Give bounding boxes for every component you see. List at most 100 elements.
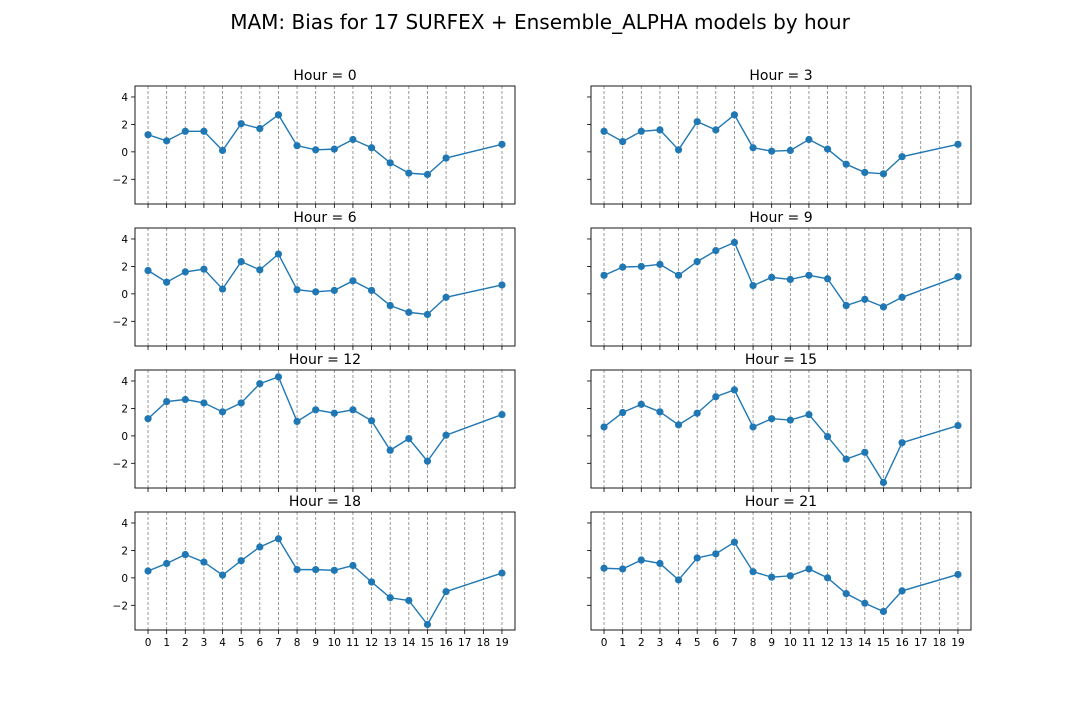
panel-2-point — [786, 146, 794, 155]
panel-4-point — [749, 282, 757, 290]
panel-4-axes-frame — [590, 227, 972, 347]
panel-7-xtick-label: 8 — [294, 637, 301, 649]
panel-7-xtick-label: 9 — [312, 637, 319, 649]
panel-7-xtick-label: 19 — [495, 637, 508, 649]
panel-8-xtick-label: 17 — [914, 637, 927, 649]
panel-4-point — [637, 262, 645, 271]
panel-2-point — [898, 153, 906, 161]
panel-3-point — [218, 285, 227, 293]
panel-6-title: Hour = 15 — [745, 352, 817, 368]
panel-3-ytick-label: 0 — [121, 289, 128, 301]
panel-7-point — [423, 620, 432, 629]
panel-2-point — [656, 126, 664, 134]
panel-7-xtick-label: 16 — [439, 637, 453, 649]
panel-3-point — [256, 266, 264, 274]
panel-7-ytick-label: 2 — [121, 545, 128, 557]
panel-5-title: Hour = 12 — [289, 352, 361, 368]
panel-7-ytick-label: 4 — [121, 518, 128, 530]
panel-5-point — [386, 446, 394, 454]
panel-8-axes-frame — [590, 511, 972, 631]
panel-3-point — [293, 286, 301, 294]
panel-2-point — [823, 145, 832, 153]
panel-3-ytick-label: −2 — [113, 316, 128, 328]
panel-6-axes-frame — [590, 369, 972, 489]
panel-7-xtick-label: 13 — [384, 637, 397, 649]
panel-3-point — [442, 293, 450, 301]
panel-7-point — [237, 557, 245, 565]
panel-8: Hour = 210 1 2 3 4 5 6 7 8 9 10 11 12 13 14 15 16 17 18 19 — [587, 494, 972, 649]
panel-3-point — [181, 268, 189, 276]
panel-8-point — [730, 538, 739, 546]
panel-6-point — [619, 408, 627, 417]
panel-3-point — [423, 310, 432, 319]
panel-8-point — [656, 559, 664, 568]
panel-4-point — [712, 247, 720, 255]
panel-1-point — [405, 169, 413, 177]
panel-7-point — [256, 543, 264, 551]
panel-7-xtick-label: 10 — [328, 637, 341, 649]
panel-8-xtick-label: 4 — [675, 637, 682, 649]
panel-6-point — [842, 455, 850, 463]
panel-4-point — [823, 275, 832, 283]
panel-6-point — [600, 423, 608, 431]
panel-7-xtick-label: 1 — [163, 637, 170, 649]
panel-8-xtick-label: 14 — [858, 637, 872, 649]
panel-7-point — [405, 596, 413, 605]
panel-3-point — [200, 265, 208, 273]
panel-3: Hour = 6 4 2 0 −2 — [113, 210, 516, 350]
panel-1-point — [274, 111, 283, 119]
panel-7-point — [312, 566, 320, 574]
panel-7-xtick-label: 18 — [477, 637, 490, 649]
panel-2-point — [805, 135, 813, 144]
panel-3-point — [386, 301, 394, 310]
panel-7-ytick-label: −2 — [113, 600, 128, 612]
panel-1-title: Hour = 0 — [293, 68, 356, 84]
panel-5-point — [312, 406, 320, 414]
panel-8-xtick-label: 5 — [694, 637, 701, 649]
panel-4-point — [805, 271, 813, 279]
panel-1-point — [163, 137, 171, 145]
panel-1-point — [330, 145, 338, 153]
panel-7-xtick-label: 11 — [346, 637, 359, 649]
panel-7-xtick-label: 14 — [402, 637, 416, 649]
panel-4-point — [954, 273, 962, 281]
panel-5-point — [256, 380, 264, 388]
panel-7-point — [163, 559, 171, 568]
panel-7-title: Hour = 18 — [289, 494, 361, 510]
panel-4-point — [656, 260, 664, 268]
panel-6-point — [786, 416, 794, 424]
panel-4-point — [768, 273, 776, 281]
panel-2-point — [879, 170, 888, 178]
panel-2-point — [861, 168, 869, 177]
panel-6-point — [861, 448, 869, 456]
panel-1-ytick-label: 0 — [121, 147, 128, 159]
panel-8-point — [879, 607, 888, 616]
panel-6-point — [656, 408, 664, 416]
panel-2-point — [674, 146, 683, 154]
panel-8-xtick-label: 6 — [712, 637, 719, 649]
panel-7-point — [218, 571, 227, 579]
panel-6-point — [768, 415, 776, 423]
panel-1-point — [349, 135, 357, 144]
panel-6-point — [674, 421, 683, 429]
panel-5-point — [330, 409, 338, 417]
panel-4-point — [600, 271, 608, 279]
panel-2-point — [768, 147, 776, 155]
panel-7-point — [181, 550, 189, 559]
panel-8-point — [823, 574, 832, 582]
panel-3-point — [274, 250, 283, 258]
panel-8-point — [749, 568, 757, 576]
panel-3-point — [163, 278, 171, 286]
panel-4-point — [786, 275, 794, 284]
panel-5: Hour = 12 4 2 0 −2 — [113, 352, 516, 492]
panel-2-point — [637, 127, 645, 135]
panel-7-xtick-label: 0 — [145, 637, 152, 649]
panel-4-point — [879, 303, 888, 311]
panel-7-point — [386, 594, 394, 602]
panel-7-point — [330, 566, 338, 574]
panel-1-point — [218, 146, 227, 155]
panel-4-point — [730, 238, 739, 247]
panel-6-point — [805, 410, 813, 419]
